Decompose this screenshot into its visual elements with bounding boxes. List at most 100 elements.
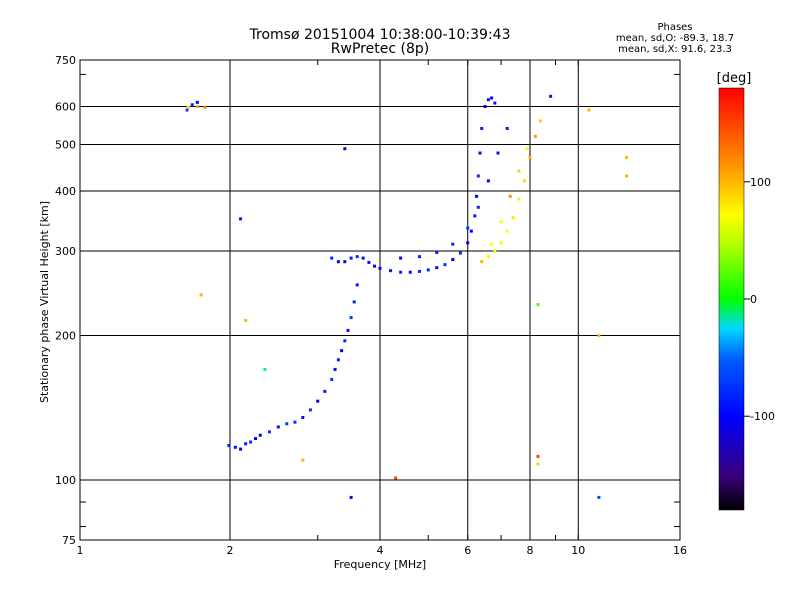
x-tick-label: 16 bbox=[673, 544, 687, 557]
data-point bbox=[343, 147, 346, 150]
data-point bbox=[475, 195, 478, 198]
data-point bbox=[549, 95, 552, 98]
data-point bbox=[323, 390, 326, 393]
data-point bbox=[244, 442, 247, 445]
data-point bbox=[517, 170, 520, 173]
data-point bbox=[350, 316, 353, 319]
data-point bbox=[473, 214, 476, 217]
data-point bbox=[506, 127, 509, 130]
data-point bbox=[526, 147, 529, 150]
x-tick-labels: 1 2 4 6 8 10 16 bbox=[77, 544, 688, 557]
phase-colorbar: [deg] 100 0 -100 bbox=[717, 71, 775, 510]
data-point bbox=[187, 106, 190, 109]
data-point bbox=[373, 265, 376, 268]
data-point bbox=[268, 430, 271, 433]
data-point bbox=[443, 263, 446, 266]
data-point bbox=[334, 368, 337, 371]
data-point bbox=[451, 258, 454, 261]
data-point bbox=[470, 230, 473, 233]
data-point bbox=[459, 252, 462, 255]
data-point bbox=[487, 98, 490, 101]
data-point bbox=[539, 119, 542, 122]
colorbar-gradient bbox=[719, 88, 744, 510]
data-point bbox=[597, 334, 600, 337]
data-point bbox=[409, 271, 412, 274]
data-point bbox=[487, 255, 490, 258]
data-point bbox=[506, 230, 509, 233]
x-axis-label: Frequency [MHz] bbox=[334, 558, 426, 571]
data-point bbox=[517, 198, 520, 201]
data-point bbox=[346, 329, 349, 332]
data-point bbox=[490, 243, 493, 246]
data-point bbox=[493, 102, 496, 105]
data-point bbox=[479, 152, 482, 155]
data-point bbox=[239, 448, 242, 451]
data-point bbox=[203, 106, 206, 109]
data-point bbox=[350, 257, 353, 260]
data-point bbox=[477, 174, 480, 177]
x-tick-label: 2 bbox=[227, 544, 234, 557]
data-point bbox=[625, 156, 628, 159]
data-point bbox=[367, 261, 370, 264]
data-point bbox=[509, 195, 512, 198]
data-point bbox=[490, 97, 493, 100]
data-point bbox=[500, 220, 503, 223]
data-point bbox=[340, 349, 343, 352]
data-point bbox=[362, 257, 365, 260]
x-tick-label: 10 bbox=[571, 544, 585, 557]
data-point bbox=[301, 459, 304, 462]
data-point bbox=[418, 255, 421, 258]
data-point bbox=[301, 416, 304, 419]
colorbar-tick-label: -100 bbox=[750, 410, 775, 423]
y-tick-label: 600 bbox=[55, 101, 76, 114]
data-point bbox=[277, 425, 280, 428]
colorbar-tick-label: 100 bbox=[750, 176, 771, 189]
data-point bbox=[399, 257, 402, 260]
data-point bbox=[451, 243, 454, 246]
data-point bbox=[239, 217, 242, 220]
data-point bbox=[343, 339, 346, 342]
data-point bbox=[466, 241, 469, 244]
data-point bbox=[379, 267, 382, 270]
y-tick-label: 100 bbox=[55, 474, 76, 487]
colorbar-tick-label: 0 bbox=[750, 293, 757, 306]
data-point bbox=[394, 476, 397, 479]
y-tick-label: 200 bbox=[55, 330, 76, 343]
data-point bbox=[356, 255, 359, 258]
data-point bbox=[196, 105, 199, 108]
y-tick-label: 500 bbox=[55, 139, 76, 152]
x-tick-label: 1 bbox=[77, 544, 84, 557]
data-point bbox=[227, 444, 230, 447]
data-point bbox=[435, 251, 438, 254]
data-point bbox=[625, 174, 628, 177]
data-point bbox=[196, 101, 199, 104]
data-point bbox=[536, 455, 539, 458]
data-point bbox=[480, 260, 483, 263]
data-point bbox=[389, 269, 392, 272]
data-point bbox=[285, 422, 288, 425]
x-tick-label: 6 bbox=[464, 544, 471, 557]
data-point bbox=[523, 179, 526, 182]
data-point bbox=[480, 127, 483, 130]
data-point bbox=[330, 257, 333, 260]
data-point bbox=[337, 260, 340, 263]
data-point bbox=[254, 437, 257, 440]
y-tick-label: 75 bbox=[62, 534, 76, 547]
data-point bbox=[244, 319, 247, 322]
data-point bbox=[234, 446, 237, 449]
data-point bbox=[496, 152, 499, 155]
data-point bbox=[293, 421, 296, 424]
data-point bbox=[587, 109, 590, 112]
grid-lines bbox=[80, 60, 680, 540]
data-point bbox=[597, 496, 600, 499]
data-point bbox=[493, 250, 496, 253]
data-point bbox=[350, 496, 353, 499]
data-points bbox=[186, 95, 629, 499]
data-point bbox=[534, 135, 537, 138]
data-point bbox=[536, 462, 539, 465]
y-axis-label: Stationary phase Virtual Height [km] bbox=[38, 201, 51, 403]
y-tick-label: 300 bbox=[55, 245, 76, 258]
data-point bbox=[337, 358, 340, 361]
data-point bbox=[484, 105, 487, 108]
y-tick-labels: 75 100 200 300 400 500 600 750 bbox=[55, 54, 76, 547]
